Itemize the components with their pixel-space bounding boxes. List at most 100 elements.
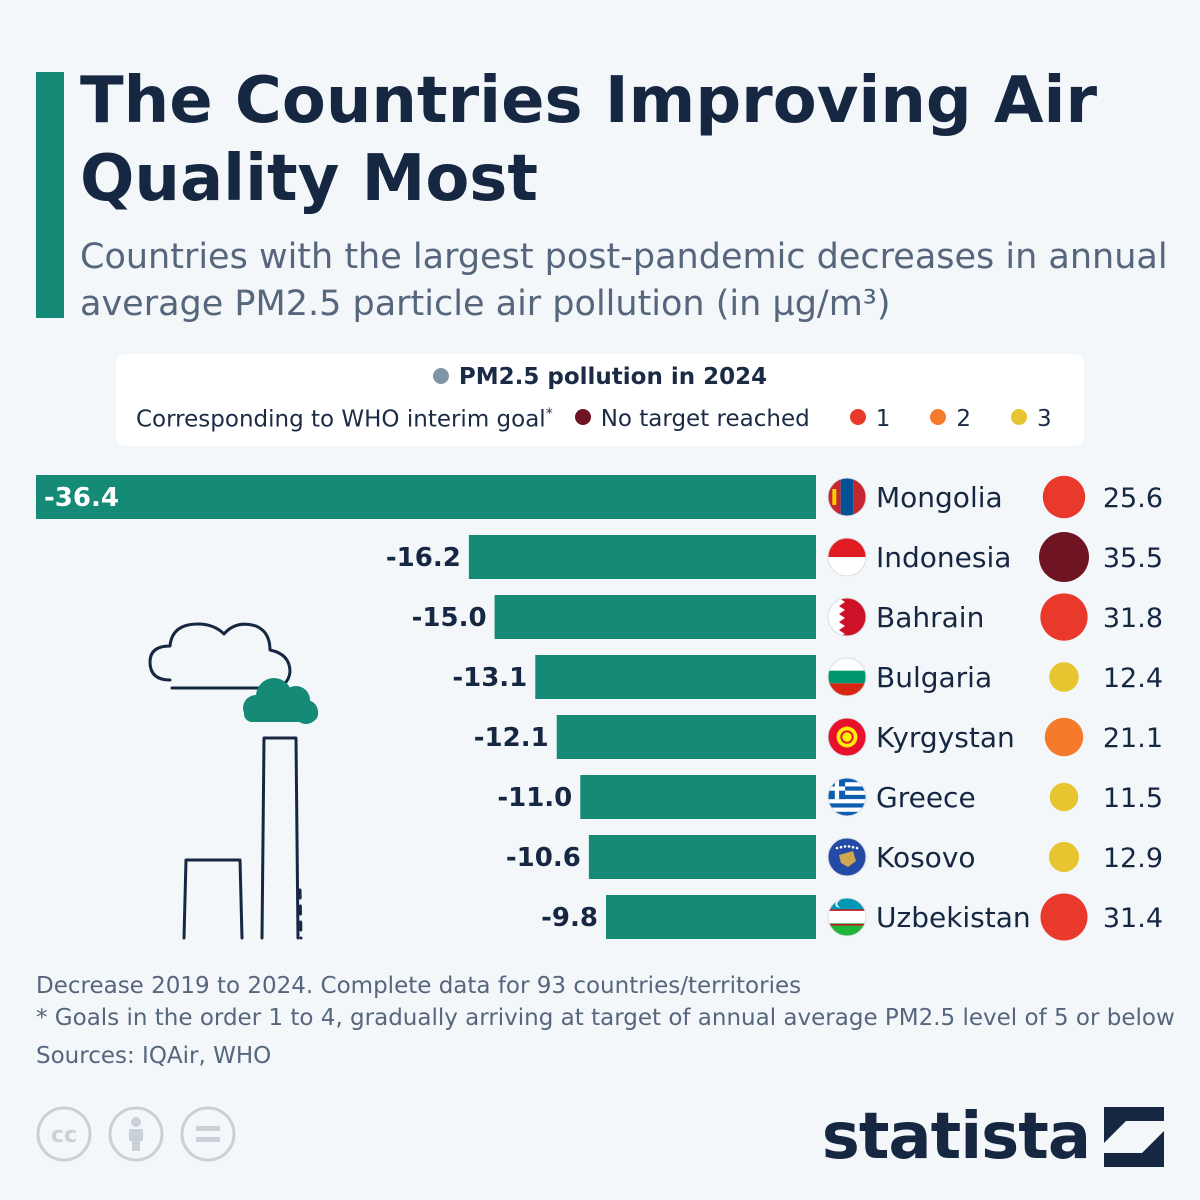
cc-icon-text: cc: [51, 1123, 77, 1148]
flag-outline: [827, 897, 867, 937]
legend-who-label: Corresponding to WHO interim goal*: [136, 406, 553, 433]
kyrgyzstan-flag: [828, 718, 866, 756]
pm-dot-icon: [432, 367, 449, 384]
flag-part: [834, 778, 840, 800]
note-line-2: * Goals in the order 1 to 4, gradually a…: [36, 1005, 1175, 1031]
legend-dot-icon: [849, 409, 866, 426]
legend-dot-icon: [930, 409, 947, 426]
pm25-bubble: [1044, 717, 1084, 757]
chart-subtitle: Countries with the largest post-pandemic…: [80, 237, 1168, 324]
bar: [588, 835, 816, 879]
brand: statista: [822, 1100, 1164, 1174]
bar-row-indonesia: -16.2 Indonesia 35.5: [386, 532, 1163, 582]
legend-dot-icon: [574, 409, 591, 426]
bar-row-uzbekistan: -9.8 Uzbekistan 31.4: [541, 893, 1163, 941]
legend-item-goal-1: 1: [849, 406, 891, 433]
flag-part: [828, 557, 866, 576]
factory-illustration-icon: [148, 622, 303, 940]
flag-outline: [827, 657, 867, 697]
bar: [36, 475, 816, 519]
accent-bar: [36, 72, 64, 318]
country-label: Indonesia: [876, 541, 1011, 574]
license-icons: cc: [36, 1106, 236, 1162]
sources: Sources: IQAir, WHO: [36, 1043, 272, 1069]
pm25-bubble: [1049, 662, 1079, 692]
legend-item-label: 1: [875, 406, 891, 433]
legend-who-mark: *: [545, 406, 553, 422]
kosovo-flag: [828, 838, 866, 876]
chart-notes: Decrease 2019 to 2024. Complete data for…: [36, 970, 1176, 1072]
bars-group: -36.4 Mongolia 25.6 -16.2 Indonesia 35.5 -15.0…: [36, 475, 1163, 941]
flag-outline: [827, 837, 867, 877]
pm25-value-label: 31.8: [1103, 603, 1163, 634]
flag-part: [828, 782, 866, 787]
flag-part: [853, 478, 866, 516]
brand-name: statista: [821, 1100, 1091, 1174]
legend-who-row: Corresponding to WHO interim goal* No ta…: [136, 406, 1076, 433]
flag-part: [847, 845, 851, 848]
flag-part: [855, 846, 859, 850]
pm25-bubble: [1048, 841, 1080, 873]
legend-item-label: 3: [1036, 406, 1052, 433]
bar: [556, 715, 816, 759]
legend-pm-label: PM2.5 pollution in 2024: [458, 364, 768, 390]
pm25-bubble: [1039, 532, 1089, 582]
pm25-bubble: [1040, 893, 1088, 941]
cc-icon: cc: [36, 1106, 92, 1162]
legend: PM2.5 pollution in 2024 Corresponding to…: [116, 354, 1084, 446]
flag-part: [828, 683, 866, 696]
legend-item-no-target: No target reached: [574, 406, 810, 432]
bar-row-kosovo: -10.6 Kosovo 12.9: [506, 835, 1163, 879]
factory-smoke-icon: [243, 678, 318, 724]
pm25-bubble: [1040, 593, 1088, 641]
country-label: Uzbekistan: [876, 901, 1031, 934]
pm25-value-label: 11.5: [1103, 783, 1163, 814]
country-label: Kyrgystan: [876, 721, 1015, 754]
flag-part: [842, 732, 852, 742]
indonesia-flag: [828, 538, 866, 576]
flag-part: [828, 598, 845, 636]
country-label: Bulgaria: [876, 661, 992, 694]
bar-value-label: -11.0: [497, 783, 572, 813]
pm25-value-label: 25.6: [1103, 483, 1163, 514]
flag-part: [828, 924, 866, 926]
country-label: Bahrain: [876, 601, 984, 634]
bar: [580, 775, 816, 819]
note-line-1: Decrease 2019 to 2024. Complete data for…: [36, 973, 802, 999]
bar: [606, 895, 816, 939]
mongolia-flag: [828, 478, 866, 516]
flag-part: [840, 478, 854, 516]
flag-outline: [827, 477, 867, 517]
legend-item-goal-3: 3: [1010, 406, 1052, 433]
bar-value-label: -9.8: [541, 903, 598, 933]
flag-part: [828, 790, 866, 795]
bar-value-label: -36.4: [44, 483, 119, 513]
pm25-value-label: 21.1: [1103, 723, 1163, 754]
flag-part: [839, 851, 856, 867]
pm25-bubble: [1049, 782, 1079, 812]
pm25-bubble: [1042, 475, 1086, 519]
legend-dot-icon: [1010, 409, 1027, 426]
uzbekistan-flag: [828, 898, 866, 936]
bar-value-label: -10.6: [506, 843, 581, 873]
bar: [494, 595, 816, 639]
attribution-icon: [108, 1106, 164, 1162]
bahrain-flag: [828, 598, 866, 636]
bar-value-label: -15.0: [412, 603, 487, 633]
country-label: Mongolia: [876, 481, 1003, 514]
bar-row-bulgaria: -13.1 Bulgaria 12.4: [452, 655, 1163, 699]
legend-item-label: 2: [956, 406, 971, 433]
country-label: Greece: [876, 781, 976, 814]
chart-title: The Countries Improving Air Quality Most: [80, 64, 1098, 216]
bar-row-kyrgystan: -12.1 Kyrgystan 21.1: [474, 715, 1163, 759]
flag-outline: [827, 537, 867, 577]
flag-part: [828, 670, 866, 684]
flag-part: [828, 909, 866, 911]
bar-chart: -36.4 Mongolia 25.6 -16.2 Indonesia 35.5 -15.0…: [36, 475, 1163, 941]
flag-part: [828, 658, 866, 671]
pm25-value-label: 12.4: [1103, 663, 1163, 694]
flag-part: [832, 489, 837, 505]
flag-outline: [827, 597, 867, 637]
bar-value-label: -16.2: [386, 543, 461, 573]
flag-part: [828, 898, 866, 910]
